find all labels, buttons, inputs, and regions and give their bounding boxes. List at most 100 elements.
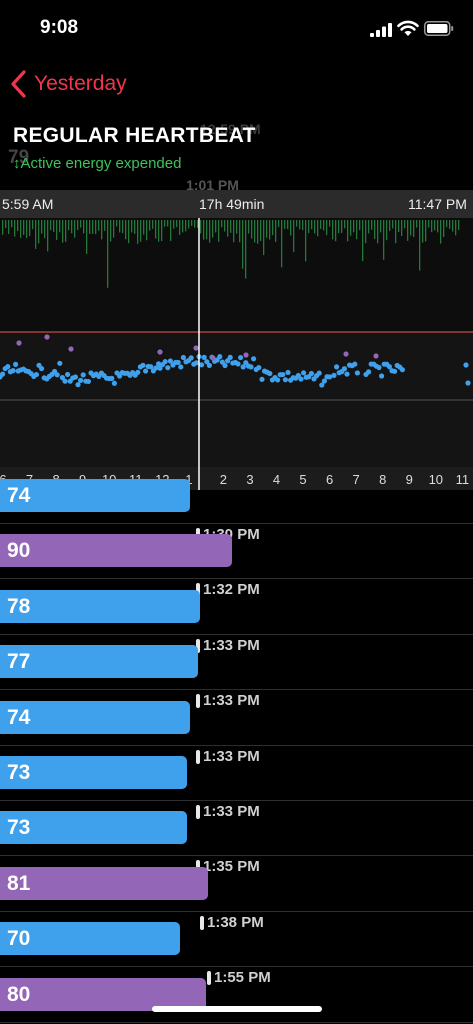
heart-rate-point [54, 372, 60, 378]
energy-bar [272, 220, 274, 236]
energy-bar [308, 220, 310, 234]
elevated-heart-rate-point [44, 334, 50, 340]
reading-row[interactable]: 74 1:33 PM [0, 701, 473, 765]
elevated-reading-bar: 81 [0, 867, 208, 900]
heart-rate-point [111, 380, 117, 386]
reading-bar: 77 [0, 645, 198, 678]
heart-rate-point [354, 370, 360, 376]
energy-bar [77, 220, 79, 231]
heart-rate-point [199, 362, 205, 368]
energy-bar [131, 220, 133, 233]
reading-row[interactable]: 73 1:33 PM [0, 756, 473, 820]
elevated-heart-rate-point [343, 351, 349, 357]
energy-bar [188, 220, 190, 229]
energy-bar [104, 220, 106, 231]
reading-row[interactable]: 77 1:33 PM [0, 645, 473, 709]
energy-bar [425, 220, 427, 242]
energy-bar [422, 220, 424, 243]
energy-bar [161, 220, 163, 241]
energy-bar [263, 220, 265, 256]
energy-bar [251, 220, 253, 239]
reading-time: 1:35 PM [196, 858, 260, 875]
energy-bar [158, 220, 160, 242]
energy-bar [434, 220, 436, 231]
energy-bar [368, 220, 370, 234]
heart-rate-point [267, 370, 273, 377]
energy-bar [107, 220, 109, 288]
energy-bar [137, 220, 139, 244]
heart-rate-point [80, 372, 86, 378]
energy-bar [413, 220, 415, 237]
energy-bar [233, 220, 235, 243]
energy-bar [14, 220, 16, 237]
energy-bar [305, 220, 307, 262]
elevated-heart-rate-point [243, 352, 249, 358]
row-divider [0, 911, 473, 912]
heart-rate-point [10, 368, 16, 374]
heart-rate-point [248, 364, 254, 370]
time-marker-icon [196, 804, 200, 819]
reading-row[interactable]: 78 1:33 PM [0, 590, 473, 654]
reading-bar: 73 [0, 756, 187, 789]
time-marker-icon [196, 582, 200, 597]
reading-row[interactable]: 73 1:35 PM [0, 811, 473, 875]
reading-row[interactable]: 802:01 PM [0, 978, 473, 1024]
ghost-reading-time: 12:59 PM [200, 121, 261, 137]
hour-tick-label: 6 [326, 472, 333, 487]
cellular-signal-icon [370, 23, 392, 37]
reading-bar: 73 [0, 811, 187, 844]
energy-bar [248, 220, 250, 234]
energy-bar [83, 220, 85, 234]
reading-value: 77 [7, 650, 31, 673]
chart-range-duration: 17h 49min [199, 196, 265, 212]
reading-time-label: 1:32 PM [203, 581, 260, 598]
heart-rate-point [178, 364, 184, 370]
reading-row[interactable]: 90 1:32 PM [0, 534, 473, 598]
energy-bar [176, 220, 178, 227]
energy-bar [194, 220, 196, 228]
energy-bar [410, 220, 412, 236]
chart-canvas[interactable]: 67891011121234567891011 [0, 190, 473, 490]
energy-bar [101, 220, 103, 240]
energy-bar [110, 220, 112, 242]
energy-bar [44, 220, 46, 239]
energy-bar [338, 220, 340, 234]
heart-rate-point [256, 364, 262, 371]
heart-rate-point [33, 371, 40, 378]
row-divider [0, 966, 473, 967]
hour-tick-label: 7 [353, 472, 360, 487]
reading-value: 81 [7, 872, 31, 895]
heart-rate-point [379, 373, 385, 379]
reading-bar: 74 [0, 479, 190, 512]
reading-time: 1:55 PM [207, 969, 271, 986]
heart-rate-point [157, 365, 163, 371]
heart-rate-point [251, 356, 257, 362]
heart-rate-point [72, 374, 78, 380]
energy-bar [98, 220, 100, 231]
heart-rate-point [156, 361, 162, 367]
energy-bar [317, 220, 319, 237]
energy-bar [203, 220, 205, 240]
elevated-heart-rate-point [373, 353, 379, 359]
heart-rate-point [0, 371, 6, 377]
row-divider [0, 1022, 473, 1023]
wifi-icon [397, 20, 419, 36]
home-indicator[interactable] [152, 1006, 322, 1012]
heart-rate-point [285, 369, 291, 376]
reading-row[interactable]: 70 1:55 PM [0, 922, 473, 986]
energy-bar [380, 220, 382, 233]
energy-bar [449, 220, 451, 229]
energy-bar [320, 220, 322, 229]
reading-time: 1:33 PM [196, 692, 260, 709]
reading-row[interactable]: 81 1:38 PM [0, 867, 473, 931]
elevated-heart-rate-point [193, 345, 199, 351]
heart-rate-point [222, 362, 228, 369]
reading-value: 74 [7, 484, 31, 507]
heart-rate-point [316, 370, 322, 376]
heart-rate-point [275, 377, 281, 383]
row-divider [0, 689, 473, 690]
reading-row[interactable]: 74 1:30 PM [0, 479, 473, 543]
heart-rate-point [280, 371, 286, 378]
back-button[interactable]: Yesterday [10, 68, 127, 100]
heart-rate-chart[interactable]: 67891011121234567891011 5:59 AM 17h 49mi… [0, 190, 473, 490]
